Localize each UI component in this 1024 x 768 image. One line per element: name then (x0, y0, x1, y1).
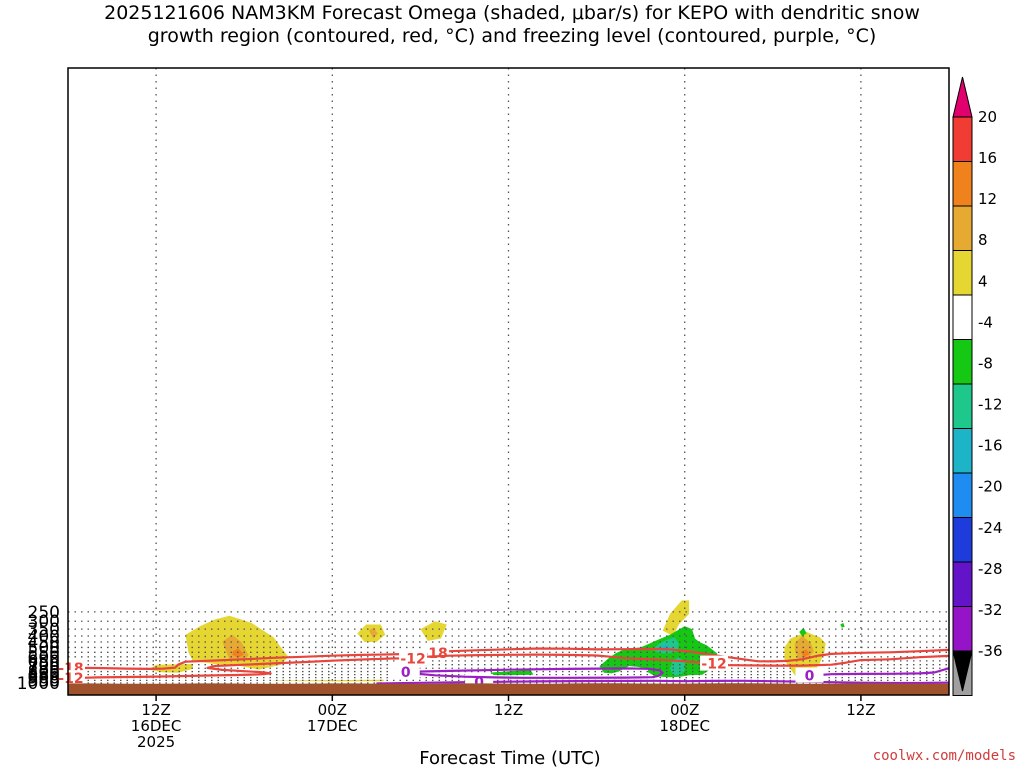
omega-region-9 (662, 600, 690, 636)
y-axis-ticks: 2503003504004505005506006507007508008509… (17, 603, 60, 694)
colorbar-label-13: -36 (978, 642, 1003, 660)
omega-region-6 (420, 621, 447, 641)
colorbar-box-1 (952, 161, 973, 207)
contour-label-1-1: -12 (400, 651, 425, 667)
omega-region-5 (369, 627, 378, 639)
ground-surface (68, 683, 949, 695)
contour-label-4-0: 0 (805, 669, 815, 685)
colorbar-box-8 (952, 472, 973, 518)
ground-fill (68, 683, 949, 695)
x-tick-label-12-2: 2025 (137, 733, 175, 751)
y-tick-750: 750 (28, 659, 60, 679)
y-tick-850: 850 (28, 666, 60, 686)
y-tick-250: 250 (28, 603, 60, 623)
grid-lines (68, 68, 949, 695)
omega-region-2 (232, 648, 245, 658)
colorbar-label-0: 20 (978, 108, 997, 126)
colorbar-label-10: -24 (978, 519, 1003, 537)
y-tick-450: 450 (28, 633, 60, 653)
x-tick-label-48-1: 18DEC (659, 717, 710, 735)
omega-region-12 (800, 649, 810, 658)
omega-region-20 (840, 622, 845, 628)
y-tick-700: 700 (28, 656, 60, 676)
contour-label-1-0: -12 (58, 671, 83, 687)
contour-label-bg-1-1 (399, 650, 428, 666)
contour-label-bg-4-0 (795, 667, 824, 683)
colorbar-bottom-arrow (952, 650, 973, 692)
colorbar-label-9: -20 (978, 478, 1003, 496)
x-tick-label-36-0: 12Z (494, 701, 523, 719)
contour-label-bg-1-2 (700, 655, 729, 671)
y-tick-350: 350 (28, 620, 60, 640)
y-tick-900: 900 (28, 669, 60, 689)
colorbar-label-1: 16 (978, 149, 997, 167)
chart-title: 2025121606 NAM3KM Forecast Omega (shaded… (0, 2, 1024, 48)
x-tick-label-48-0: 00Z (670, 701, 699, 719)
colorbar-label-12: -32 (978, 601, 1003, 619)
x-axis-label: Forecast Time (UTC) (419, 748, 600, 768)
colorbar-label-8: -16 (978, 437, 1003, 455)
colorbar-label-3: 8 (978, 231, 988, 249)
colorbar-label-2: 12 (978, 190, 997, 208)
contour-label-2-0: 0 (474, 675, 484, 691)
x-tick-label-24-1: 17DEC (307, 717, 358, 735)
y-tick-600: 600 (28, 648, 60, 668)
colorbar-box-2 (952, 205, 973, 251)
colorbar-label-4: 4 (978, 272, 988, 290)
omega-region-17 (490, 669, 534, 676)
x-tick-label-12-0: 12Z (141, 701, 170, 719)
y-tick-950: 950 (28, 671, 60, 691)
title-line-2: growth region (contoured, red, °C) and f… (147, 25, 877, 47)
contour-label-3-0: 0 (401, 665, 411, 681)
y-tick-300: 300 (28, 612, 60, 632)
credit-link[interactable]: coolwx.com/models (872, 748, 1016, 764)
colorbar-label-5: -4 (978, 313, 993, 331)
contour-label-1-2: -12 (701, 657, 726, 673)
contour-2 (376, 679, 950, 685)
colorbar: 20 16 12 8 4 -4 -8 -12 -16 -20 -24 -28 -32 -36 (952, 76, 1003, 696)
colorbar-box-9 (952, 517, 973, 563)
colorbar-label-11: -28 (978, 560, 1003, 578)
y-tick-500: 500 (28, 638, 60, 658)
x-tick-label-12-1: 16DEC (131, 717, 182, 735)
contour-label-bg-1-0 (56, 670, 85, 686)
y-tick-800: 800 (28, 663, 60, 683)
colorbar-label-6: -8 (978, 354, 993, 372)
colorbar-box-3 (952, 250, 973, 296)
colorbar-box-7 (952, 428, 973, 474)
colorbar-box-10 (952, 561, 973, 607)
omega-region-19 (799, 627, 807, 636)
title-line-1: 2025121606 NAM3KM Forecast Omega (shaded… (104, 2, 920, 24)
x-tick-label-24-0: 00Z (318, 701, 347, 719)
y-tick-400: 400 (28, 627, 60, 647)
contour-label-bg-3-0 (391, 663, 420, 679)
contour-label-0-2: -18 (422, 646, 447, 662)
colorbar-box-5 (952, 339, 973, 385)
colorbar-box-4 (952, 294, 973, 340)
colorbar-box-0 (952, 116, 973, 162)
colorbar-box-11 (952, 606, 973, 652)
contour-0 (70, 647, 950, 671)
y-tick-1000: 1000 (17, 674, 60, 694)
contour-4 (809, 667, 950, 677)
colorbar-label-7: -12 (978, 396, 1003, 414)
y-tick-650: 650 (28, 652, 60, 672)
contour-3 (405, 667, 664, 679)
colorbar-top-arrow (952, 76, 973, 118)
colorbar-box-6 (952, 383, 973, 429)
y-tick-550: 550 (28, 643, 60, 663)
x-tick-label-60-0: 12Z (846, 701, 875, 719)
